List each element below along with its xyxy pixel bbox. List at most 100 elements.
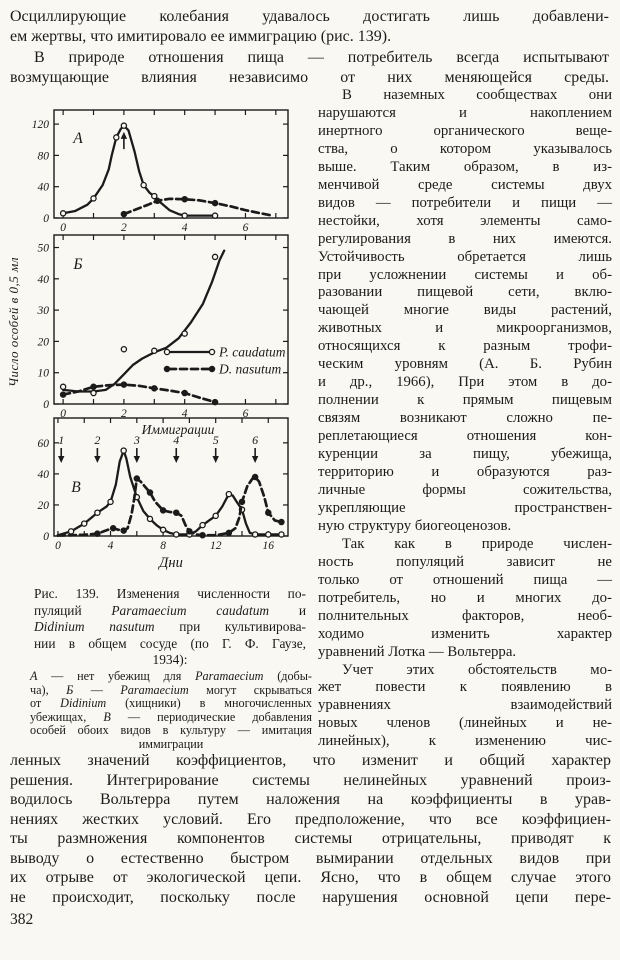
legend-label: P. caudatum	[218, 345, 286, 360]
caption-text: — нет убежищ для	[37, 669, 196, 683]
x-tick-label: 4	[108, 540, 114, 552]
text-line: линейных), к изменению чис-	[318, 733, 612, 750]
filled-marker	[154, 197, 161, 205]
open-marker	[94, 509, 101, 516]
legend-label: D. nasutum	[218, 362, 282, 377]
open-marker	[199, 521, 206, 529]
text-line: связям возникают сложно пе-	[318, 410, 612, 427]
text-line: чающей многие виды растений,	[318, 302, 612, 319]
axes-box	[53, 109, 289, 219]
text-line: уравнений Лотка — Вольтерра.	[318, 643, 517, 660]
caption-text: — периодические добавления	[110, 709, 312, 724]
caption-text: 1934):	[152, 652, 188, 668]
species-name: Didinium	[60, 696, 107, 710]
caption-text: ча),	[30, 682, 67, 697]
x-tick-label: 4	[182, 222, 188, 234]
immigration-number: 6	[252, 433, 258, 447]
text-line: только от отношений пища —	[318, 571, 612, 588]
open-marker	[211, 253, 219, 261]
filled-marker	[151, 385, 158, 392]
text-line: менчивой среде системы двух	[318, 176, 612, 193]
text-line: реплетающиеся отношения кон-	[318, 428, 612, 445]
caption-text: —	[73, 682, 121, 697]
text-line: территорию и образуются раз-	[318, 464, 612, 481]
caption-text: от	[30, 696, 61, 710]
species-name: Paramaecium	[120, 682, 189, 697]
axes-box	[53, 234, 289, 405]
open-marker	[59, 383, 67, 391]
text-line: инертного органического веще-	[318, 122, 612, 139]
text-line: Так как в природе числен-	[342, 535, 612, 552]
text-line: новых членов (линейных и не-	[318, 715, 612, 732]
filled-marker	[211, 199, 219, 207]
caption-line: особей обоих видов в культуру — имитация	[30, 723, 312, 738]
right-column-paragraphs: В наземных сообществах они нарушаются и н…	[318, 87, 612, 751]
text-line: ходимо изменить характер	[318, 625, 612, 642]
open-marker	[90, 195, 97, 202]
series-dnasutum	[122, 197, 275, 218]
y-tick-label: 50	[38, 243, 50, 255]
x-tick-label: 8	[160, 540, 166, 552]
filled-marker	[94, 530, 101, 537]
text-line: ленных значений коэффициентов, что измен…	[10, 752, 611, 769]
text-line: ность популяций зависит не	[318, 553, 612, 570]
y-tick-label: 0	[43, 531, 49, 543]
text-line: жет повести к появлению в	[318, 679, 612, 696]
caption-line: иммиграции	[30, 736, 312, 752]
down-arrow-icon	[58, 456, 65, 463]
x-tick-label: 0	[60, 408, 66, 420]
species-name: Paramaecium caudatum	[111, 602, 270, 618]
series-pcaudatum	[56, 449, 283, 537]
bottom-paragraphs: ленных значений коэффициентов, что измен…	[10, 751, 611, 907]
text-line: укрепляющие пространствен-	[318, 499, 612, 516]
figure-139: 0 2 4 6 0 40 80 120 А 0 2 4 6 0 10 20 30 40 50 Б P. caudatum…	[28, 96, 320, 574]
y-tick-label: 20	[38, 336, 50, 348]
text-line: личные формы сожительства,	[318, 481, 612, 498]
open-marker	[90, 389, 97, 397]
species-name: Didinium nasutum	[34, 619, 155, 635]
filled-marker	[265, 509, 272, 516]
filled-marker	[120, 381, 128, 388]
y-tick-label: 60	[38, 438, 50, 450]
down-arrow-icon	[251, 456, 259, 463]
open-marker	[278, 531, 285, 538]
caption-line: нии в общем сосуде (по Г. Ф. Гаузе,	[34, 636, 306, 653]
series-dnasutum	[61, 383, 217, 404]
text-line: Устойчивость обретается лишь	[318, 248, 612, 265]
figure-caption: Рис. 139. Изменения численности по-пуляц…	[34, 586, 306, 669]
y-tick-label: 120	[32, 119, 50, 131]
open-marker	[146, 515, 154, 523]
text-line: животных и микроорганизмов,	[318, 320, 612, 337]
open-marker	[59, 210, 67, 217]
y-tick-label: 0	[43, 213, 49, 225]
filled-marker	[278, 518, 285, 526]
text-line: разовании пищевой сети, вклю-	[318, 284, 612, 301]
text-line: ты размножения компонентов системы отриц…	[10, 830, 611, 847]
series-pcaudatum	[61, 249, 226, 393]
caption-line: 1934):	[34, 652, 306, 669]
text-line: их отрыве от экологической цепи. Ясно, ч…	[10, 869, 611, 886]
species-name: А	[30, 669, 38, 683]
open-marker	[120, 345, 128, 353]
filled-marker	[181, 389, 188, 397]
filled-marker	[186, 528, 193, 535]
figure-y-axis-label: Число особей в 0,5 мл	[6, 257, 21, 387]
text-line: полнительных факторов, необ-	[318, 607, 612, 624]
down-arrow-icon	[94, 456, 101, 463]
x-tick-label: 0	[60, 222, 66, 234]
caption-text: особей обоих видов в культуру — имитация	[30, 723, 312, 737]
filled-marker	[120, 527, 127, 534]
text-line: полнении к прямым пищевым	[318, 392, 612, 409]
caption-text: иммиграции	[138, 736, 204, 751]
open-marker	[140, 181, 147, 189]
caption-line: убежищах, В — периодические добавления	[30, 709, 312, 725]
y-tick-label: 0	[43, 399, 49, 411]
page-number: 382	[10, 911, 34, 928]
text-line: при усложнении системы и об-	[318, 266, 612, 283]
immigration-number: 5	[213, 433, 219, 447]
immigration-title: Иммиграции	[141, 422, 215, 437]
open-marker	[173, 531, 180, 538]
immigration-number: 2	[94, 433, 100, 447]
text-line: водилось Вольтерра путем наложения на ко…	[10, 791, 611, 808]
